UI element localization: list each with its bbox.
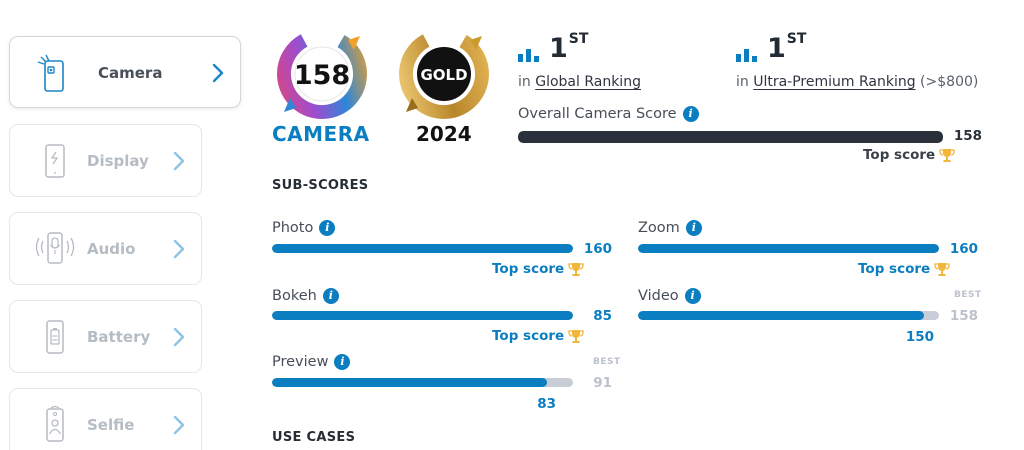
subscore-photo-value: 160 [583, 241, 612, 257]
subscore-photo-fill [272, 244, 573, 253]
subscore-zoom-fill [638, 244, 939, 253]
overall-score-bar [518, 131, 943, 143]
subscore-bokeh-value: 85 [593, 308, 612, 324]
subscore-zoom-bar [638, 244, 939, 253]
sidebar-item-label: Display [87, 152, 149, 170]
subscore-video-fill [638, 311, 924, 320]
subscore-bokeh-label: Bokeh i [272, 288, 339, 304]
ranking-bars-icon [736, 49, 757, 62]
trophy-icon [939, 148, 955, 162]
ultra-premium-rank-number: 1ST [767, 31, 807, 64]
subscore-video-value: 150 [905, 329, 934, 345]
sidebar-item-camera[interactable]: Camera [9, 36, 241, 108]
overall-top-score: Top score [863, 147, 955, 163]
subscore-video-best: 158 [949, 308, 978, 324]
trophy-icon [568, 262, 584, 276]
overall-score-label: Overall Camera Score i [518, 106, 699, 122]
subscore-photo-label: Photo i [272, 220, 336, 236]
ultra-premium-ranking-text: in Ultra-Premium Ranking (>$800) [736, 74, 979, 90]
subscore-preview-best: 91 [593, 375, 612, 391]
subscore-bokeh-top-score: Top score [492, 328, 584, 344]
gold-award-badge: GOLD [399, 28, 489, 119]
sidebar-item-label: Audio [87, 240, 136, 258]
subscore-zoom-top-score: Top score [858, 261, 950, 277]
global-ranking-link[interactable]: Global Ranking [535, 74, 641, 90]
sidebar-item-label: Selfie [87, 416, 135, 434]
sidebar-item-audio[interactable]: Audio [9, 212, 202, 285]
subscore-zoom-label: Zoom i [638, 220, 702, 236]
subscore-photo-bar [272, 244, 573, 253]
camera-badge-title: CAMERA [272, 122, 370, 146]
ranking-bars-icon [518, 49, 539, 62]
subscore-preview-value: 83 [537, 396, 556, 412]
info-icon[interactable]: i [682, 106, 699, 122]
sidebar-item-display[interactable]: Display [9, 124, 202, 197]
use-cases-heading: USE CASES [272, 430, 356, 445]
overall-score-fill [518, 131, 943, 143]
camera-score-badge: 158 [277, 28, 367, 119]
sidebar-item-selfie[interactable]: Selfie [9, 388, 202, 450]
camera-phone-icon [37, 54, 64, 92]
ultra-premium-ranking-link[interactable]: Ultra-Premium Ranking [753, 74, 916, 90]
selfie-phone-icon [46, 405, 64, 442]
subscore-bokeh-fill [272, 311, 573, 320]
trophy-icon [568, 329, 584, 343]
best-tag: BEST [593, 357, 621, 367]
overall-score-value: 158 [953, 128, 982, 144]
global-rank-number: 1ST [549, 31, 589, 64]
subscore-zoom-value: 160 [949, 241, 978, 257]
battery-phone-icon [46, 320, 64, 354]
subscore-bokeh-bar [272, 311, 573, 320]
best-tag: BEST [954, 290, 982, 300]
info-icon[interactable]: i [685, 220, 702, 236]
chevron-right-icon [212, 63, 224, 83]
subscore-video-label: Video i [638, 288, 701, 304]
subscore-preview-bar [272, 378, 573, 387]
info-icon[interactable]: i [322, 288, 339, 304]
subscore-photo-top-score: Top score [492, 261, 584, 277]
info-icon[interactable]: i [319, 220, 336, 236]
chevron-right-icon [173, 151, 185, 171]
sidebar-item-label: Battery [87, 328, 151, 346]
global-ranking-text: in Global Ranking [518, 74, 641, 90]
award-year: 2024 [416, 122, 472, 146]
info-icon[interactable]: i [684, 288, 701, 304]
subscore-preview-fill [272, 378, 547, 387]
camera-score-value: 158 [294, 60, 350, 91]
trophy-icon [934, 262, 950, 276]
chevron-right-icon [173, 415, 185, 435]
info-icon[interactable]: i [334, 354, 351, 370]
chevron-right-icon [173, 327, 185, 347]
audio-phone-icon [35, 232, 75, 264]
subscore-video-bar [638, 311, 939, 320]
subscores-heading: SUB-SCORES [272, 178, 369, 193]
display-phone-icon [45, 144, 65, 178]
chevron-right-icon [173, 239, 185, 259]
sidebar-item-label: Camera [98, 64, 163, 82]
sidebar-item-battery[interactable]: Battery [9, 300, 202, 373]
gold-award-label: GOLD [420, 66, 467, 84]
subscore-preview-label: Preview i [272, 354, 351, 370]
